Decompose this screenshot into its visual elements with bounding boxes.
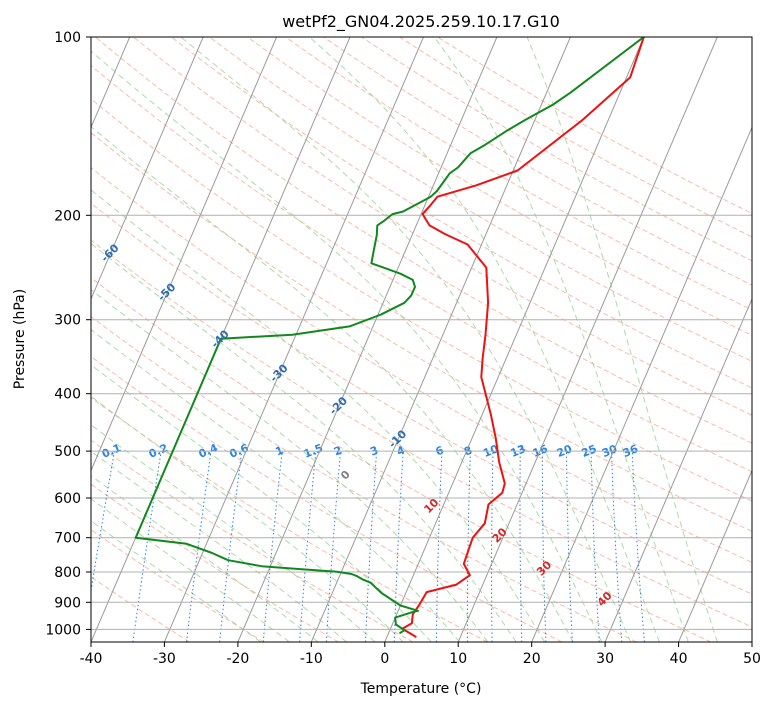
mixing-ratio-line xyxy=(325,451,342,642)
x-tick-label: 0 xyxy=(380,651,389,667)
x-axis-label: Temperature (°C) xyxy=(360,681,482,697)
y-tick-label: 600 xyxy=(54,491,81,507)
moist-adiabat-line xyxy=(91,450,347,642)
dry-adiabat-line xyxy=(91,315,637,642)
moist-adiabat-line xyxy=(308,37,660,642)
dewpoint-profile-line xyxy=(134,37,645,635)
moist-adiabat-line xyxy=(433,37,689,642)
adiabat-label: -30 xyxy=(267,361,290,384)
y-tick-label: 100 xyxy=(54,30,81,46)
mixing-ratio-line xyxy=(631,451,645,642)
mixing-ratio-line xyxy=(262,451,283,642)
adiabat-label: -70 xyxy=(48,187,71,210)
dry-adiabat-line xyxy=(91,239,752,628)
dry-adiabat-line xyxy=(132,37,752,416)
moist-adiabat-line xyxy=(91,498,290,642)
mixing-ratio-line xyxy=(91,451,115,594)
moist-adiabat-line xyxy=(91,50,603,642)
mixing-ratio-line xyxy=(219,451,243,642)
dry-adiabat-line xyxy=(91,397,488,642)
adiabat-label: 30 xyxy=(534,558,554,578)
mixing-ratio-line xyxy=(590,451,600,642)
isotherm-line xyxy=(91,37,278,472)
y-tick-label: 1000 xyxy=(45,622,81,638)
y-tick-label: 900 xyxy=(54,595,81,611)
isotherm-line xyxy=(91,37,204,301)
x-tick-label: -10 xyxy=(300,651,323,667)
isotherm-line xyxy=(237,37,498,642)
isotherm-line xyxy=(751,640,752,642)
isotherm-line xyxy=(163,37,424,642)
chart-title: wetPf2_GN04.2025.259.10.17.G10 xyxy=(282,12,560,32)
dry-adiabat-line xyxy=(91,98,752,502)
moist-adiabat-line xyxy=(91,126,574,642)
mixing-ratio-line xyxy=(491,451,494,642)
x-tick-label: -40 xyxy=(80,651,103,667)
moist-adiabat-line xyxy=(180,37,631,642)
mixing-ratio-line xyxy=(435,451,443,642)
y-tick-label: 800 xyxy=(54,565,81,581)
isotherm-line xyxy=(531,126,752,642)
dry-adiabat-line xyxy=(285,37,752,311)
y-tick-label: 700 xyxy=(54,531,81,547)
adiabat-label: -50 xyxy=(155,280,178,303)
plot-area: 0.10.20.40.611.52346810131620253036-100-… xyxy=(0,37,752,642)
isotherm-line xyxy=(384,37,645,642)
plot-frame xyxy=(90,36,753,643)
x-tick-label: 50 xyxy=(743,651,761,667)
mixing-ratio-line xyxy=(566,451,573,642)
moist-adiabat-line xyxy=(91,288,489,642)
adiabat-label: 40 xyxy=(595,589,615,609)
dry-adiabat-line xyxy=(91,277,712,642)
moist-adiabat-line xyxy=(526,37,718,642)
dry-adiabat-line xyxy=(91,132,752,532)
adiabat-label: -10 xyxy=(386,427,409,450)
dry-adiabat-line xyxy=(94,37,752,444)
adiabat-label: 0 xyxy=(338,468,353,483)
y-axis-label: Pressure (hPa) xyxy=(12,289,28,389)
axes: -40 -30 -20 -10 0 10 20 30 40 5010020030040050060… xyxy=(45,30,761,667)
dry-adiabat-line xyxy=(170,37,752,389)
dry-adiabat-line xyxy=(91,202,752,595)
moist-adiabat-line xyxy=(91,242,517,642)
isotherm-line xyxy=(604,297,752,642)
dry-adiabat-line xyxy=(323,37,752,286)
x-tick-label: 10 xyxy=(449,651,467,667)
moist-adiabat-line xyxy=(91,520,261,642)
moist-adiabat-line xyxy=(91,395,404,642)
isotherm-line xyxy=(310,37,571,642)
x-tick-label: 20 xyxy=(523,651,541,667)
isotherm-line xyxy=(0,37,56,642)
adiabat-label: -80 xyxy=(0,146,16,169)
isotherm-line xyxy=(457,37,718,642)
y-tick-label: 200 xyxy=(54,208,81,224)
adiabat-label: -20 xyxy=(327,394,350,417)
moist-adiabat-line xyxy=(91,475,319,642)
moist-adiabat-line xyxy=(91,364,432,642)
temperature-profile-line xyxy=(401,37,645,638)
moist-adiabat-line xyxy=(91,424,376,642)
x-tick-label: -20 xyxy=(226,651,249,667)
dry-adiabat-line xyxy=(91,576,190,642)
x-tick-label: 40 xyxy=(670,651,688,667)
y-tick-label: 500 xyxy=(54,444,81,460)
y-tick-label: 300 xyxy=(54,313,81,329)
adiabat-label: 10 xyxy=(421,496,441,516)
x-tick-label: -30 xyxy=(153,651,176,667)
dry-adiabat-line xyxy=(91,483,339,642)
y-tick-label: 400 xyxy=(54,387,81,403)
dry-adiabat-line xyxy=(437,37,752,215)
dry-adiabat-line xyxy=(91,355,563,642)
adiabat-label: -40 xyxy=(209,327,232,350)
mixing-ratio-line xyxy=(186,451,212,642)
isotherm-line xyxy=(678,469,752,642)
mixing-ratio-line xyxy=(299,451,317,642)
mixing-ratio-line xyxy=(611,451,623,642)
mixing-ratio-line xyxy=(365,451,378,642)
x-tick-label: 30 xyxy=(596,651,614,667)
